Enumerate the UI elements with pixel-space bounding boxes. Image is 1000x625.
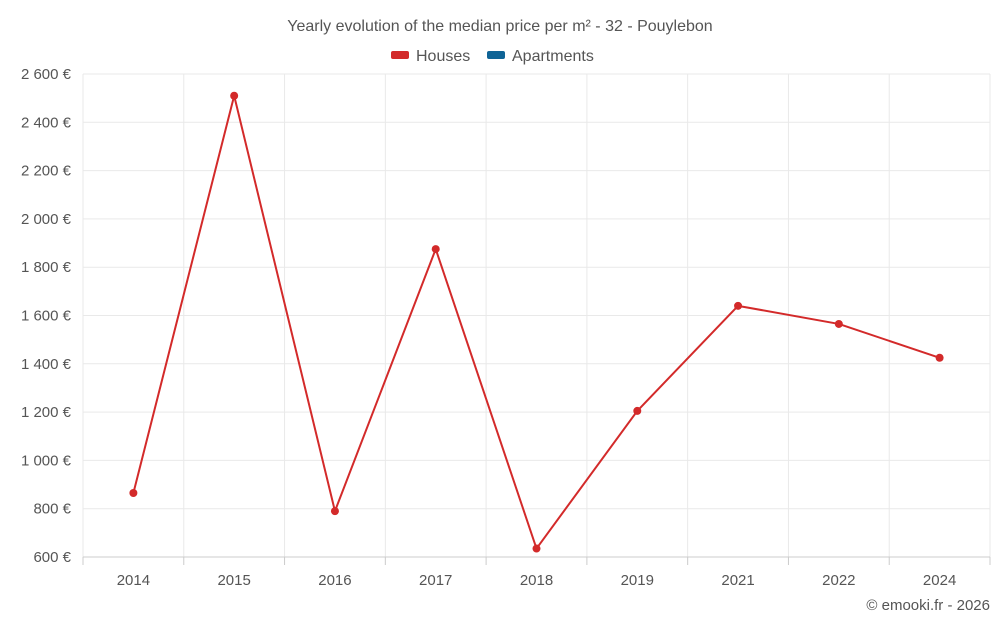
legend-item-apartments[interactable]: Apartments: [487, 48, 594, 65]
y-tick-label: 2 400 €: [21, 114, 72, 131]
data-point-houses[interactable]: [532, 544, 541, 553]
y-tick-label: 1 200 €: [21, 404, 72, 421]
x-tick-label: 2016: [318, 572, 351, 589]
data-point-houses[interactable]: [935, 353, 944, 362]
data-point-houses[interactable]: [330, 507, 339, 516]
x-tick-label: 2018: [520, 572, 553, 589]
x-tick-label: 2015: [217, 572, 250, 589]
x-tick-label: 2019: [621, 572, 654, 589]
x-axis-labels: 2014 2015 2016 2017 2018 2019 2021 2022 2024: [117, 572, 957, 589]
y-tick-label: 1 400 €: [21, 356, 72, 373]
y-tick-label: 1 000 €: [21, 452, 72, 469]
chart-title: Yearly evolution of the median price per…: [287, 18, 712, 35]
data-point-houses[interactable]: [734, 301, 743, 310]
x-tick-label: 2014: [117, 572, 150, 589]
series-line-houses: [132, 94, 940, 550]
axes: [82, 556, 991, 565]
grid: [82, 73, 991, 557]
legend-item-houses[interactable]: Houses: [391, 48, 470, 65]
y-tick-label: 2 000 €: [21, 211, 72, 228]
data-point-houses[interactable]: [834, 319, 843, 328]
data-point-houses[interactable]: [129, 489, 138, 498]
x-tick-label: 2017: [419, 572, 452, 589]
y-tick-label: 600 €: [33, 549, 71, 566]
legend: Houses Apartments: [391, 48, 594, 65]
data-point-houses[interactable]: [431, 245, 440, 254]
legend-label-houses: Houses: [416, 48, 470, 65]
y-tick-label: 1 800 €: [21, 259, 72, 276]
x-tick-label: 2021: [721, 572, 754, 589]
y-tick-label: 1 600 €: [21, 308, 72, 325]
x-tick-label: 2022: [822, 572, 855, 589]
legend-label-apartments: Apartments: [512, 48, 594, 65]
legend-swatch-apartments: [487, 51, 505, 59]
y-tick-label: 2 600 €: [21, 66, 72, 83]
y-tick-label: 800 €: [33, 501, 71, 518]
y-axis-labels: 600 € 800 € 1 000 € 1 200 € 1 400 € 1 600 € 1 …: [21, 66, 72, 566]
x-tick-label: 2024: [923, 572, 956, 589]
y-tick-label: 2 200 €: [21, 163, 72, 180]
credit-text: © emooki.fr - 2026: [866, 597, 990, 614]
legend-swatch-houses: [391, 51, 409, 59]
series-houses: [129, 91, 944, 553]
data-point-houses[interactable]: [230, 91, 239, 100]
data-point-houses[interactable]: [633, 406, 642, 415]
